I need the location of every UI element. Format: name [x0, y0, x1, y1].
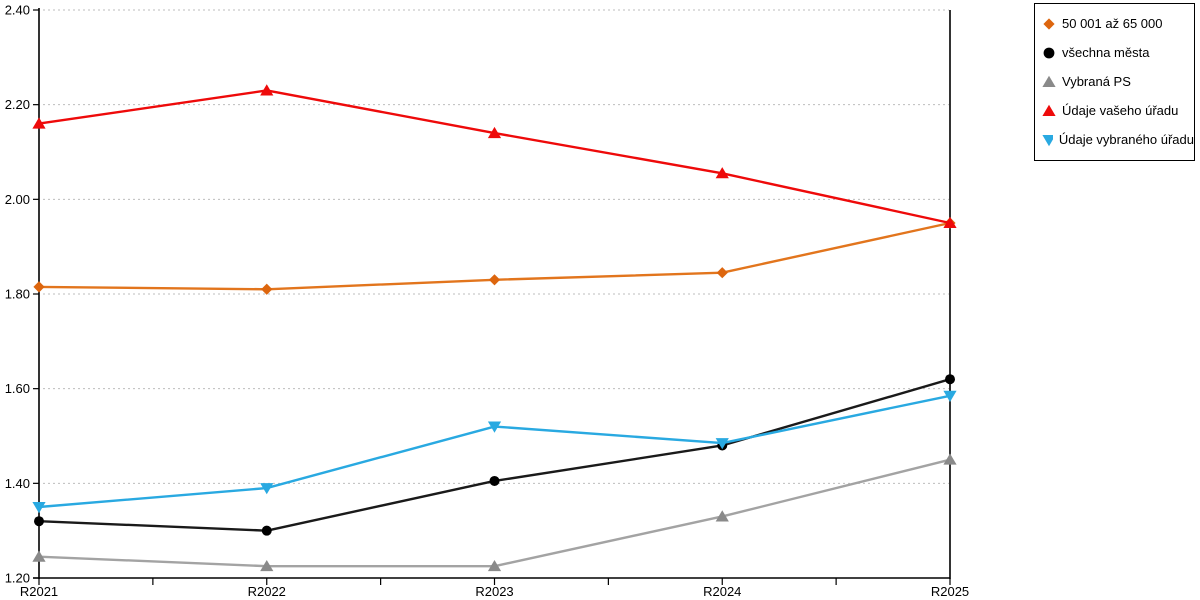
series-marker: [260, 84, 274, 96]
y-tick-label: 1.80: [5, 287, 30, 302]
series-marker: [716, 267, 728, 279]
series-marker: [715, 167, 729, 179]
series-marker: [261, 525, 272, 536]
series-marker: [34, 516, 44, 527]
legend-item-label: Vybraná PS: [1062, 74, 1131, 89]
y-tick-label: 2.20: [5, 97, 30, 112]
legend-item: Údaje vybraného úřadu: [1035, 125, 1194, 154]
series-marker: [261, 283, 273, 295]
series-marker: [943, 453, 957, 465]
series-line: [37, 394, 952, 509]
series-marker: [260, 559, 274, 572]
series-marker: [489, 475, 500, 486]
legend-marker-triangle-up-icon: [1042, 75, 1056, 87]
series-marker: [487, 559, 502, 572]
series-marker: [943, 390, 957, 402]
series-marker: [715, 438, 729, 450]
legend-item-label: Údaje vašeho úřadu: [1062, 103, 1179, 118]
x-tick-label: R2021: [20, 584, 58, 599]
legend-item-label: 50 001 až 65 000: [1062, 16, 1163, 31]
series-marker: [32, 502, 46, 514]
y-tick-label: 1.60: [5, 381, 30, 396]
legend-item: Vybraná PS: [1035, 67, 1194, 96]
legend: 50 001 až 65 000 všechna města Vybraná PS Ú…: [1034, 3, 1195, 161]
x-tick-label: R2024: [703, 584, 741, 599]
series-line: [37, 89, 952, 225]
series-marker: [487, 421, 502, 433]
y-tick-label: 1.40: [5, 476, 30, 491]
y-tick-label: 1.20: [5, 571, 30, 586]
x-tick-label: R2022: [248, 584, 286, 599]
series-marker: [487, 126, 502, 139]
legend-marker-circle-icon: [1043, 47, 1055, 58]
legend-marker-triangle-down-icon: [1042, 134, 1053, 146]
legend-item: všechna města: [1035, 38, 1194, 67]
series-marker: [945, 374, 955, 385]
y-tick-label: 2.00: [5, 192, 30, 207]
legend-marker-diamond-icon: [1043, 17, 1055, 30]
legend-item-label: Údaje vybraného úřadu: [1058, 132, 1194, 147]
series-line: [37, 378, 952, 532]
series-marker: [488, 274, 501, 286]
x-tick-label: R2023: [475, 584, 513, 599]
series-marker: [943, 216, 957, 228]
legend-marker-triangle-up-icon: [1042, 104, 1056, 116]
legend-item-label: všechna města: [1062, 45, 1150, 60]
series-line: [37, 458, 952, 568]
legend-item: 50 001 až 65 000: [1035, 9, 1194, 38]
x-tick-label: R2025: [931, 584, 969, 599]
series-marker: [32, 117, 46, 129]
series-marker: [32, 550, 46, 562]
series-marker: [33, 281, 45, 293]
series-marker: [715, 510, 729, 522]
legend-item: Údaje vašeho úřadu: [1035, 96, 1194, 125]
series-marker: [260, 483, 274, 495]
y-tick-label: 2.40: [5, 3, 30, 18]
